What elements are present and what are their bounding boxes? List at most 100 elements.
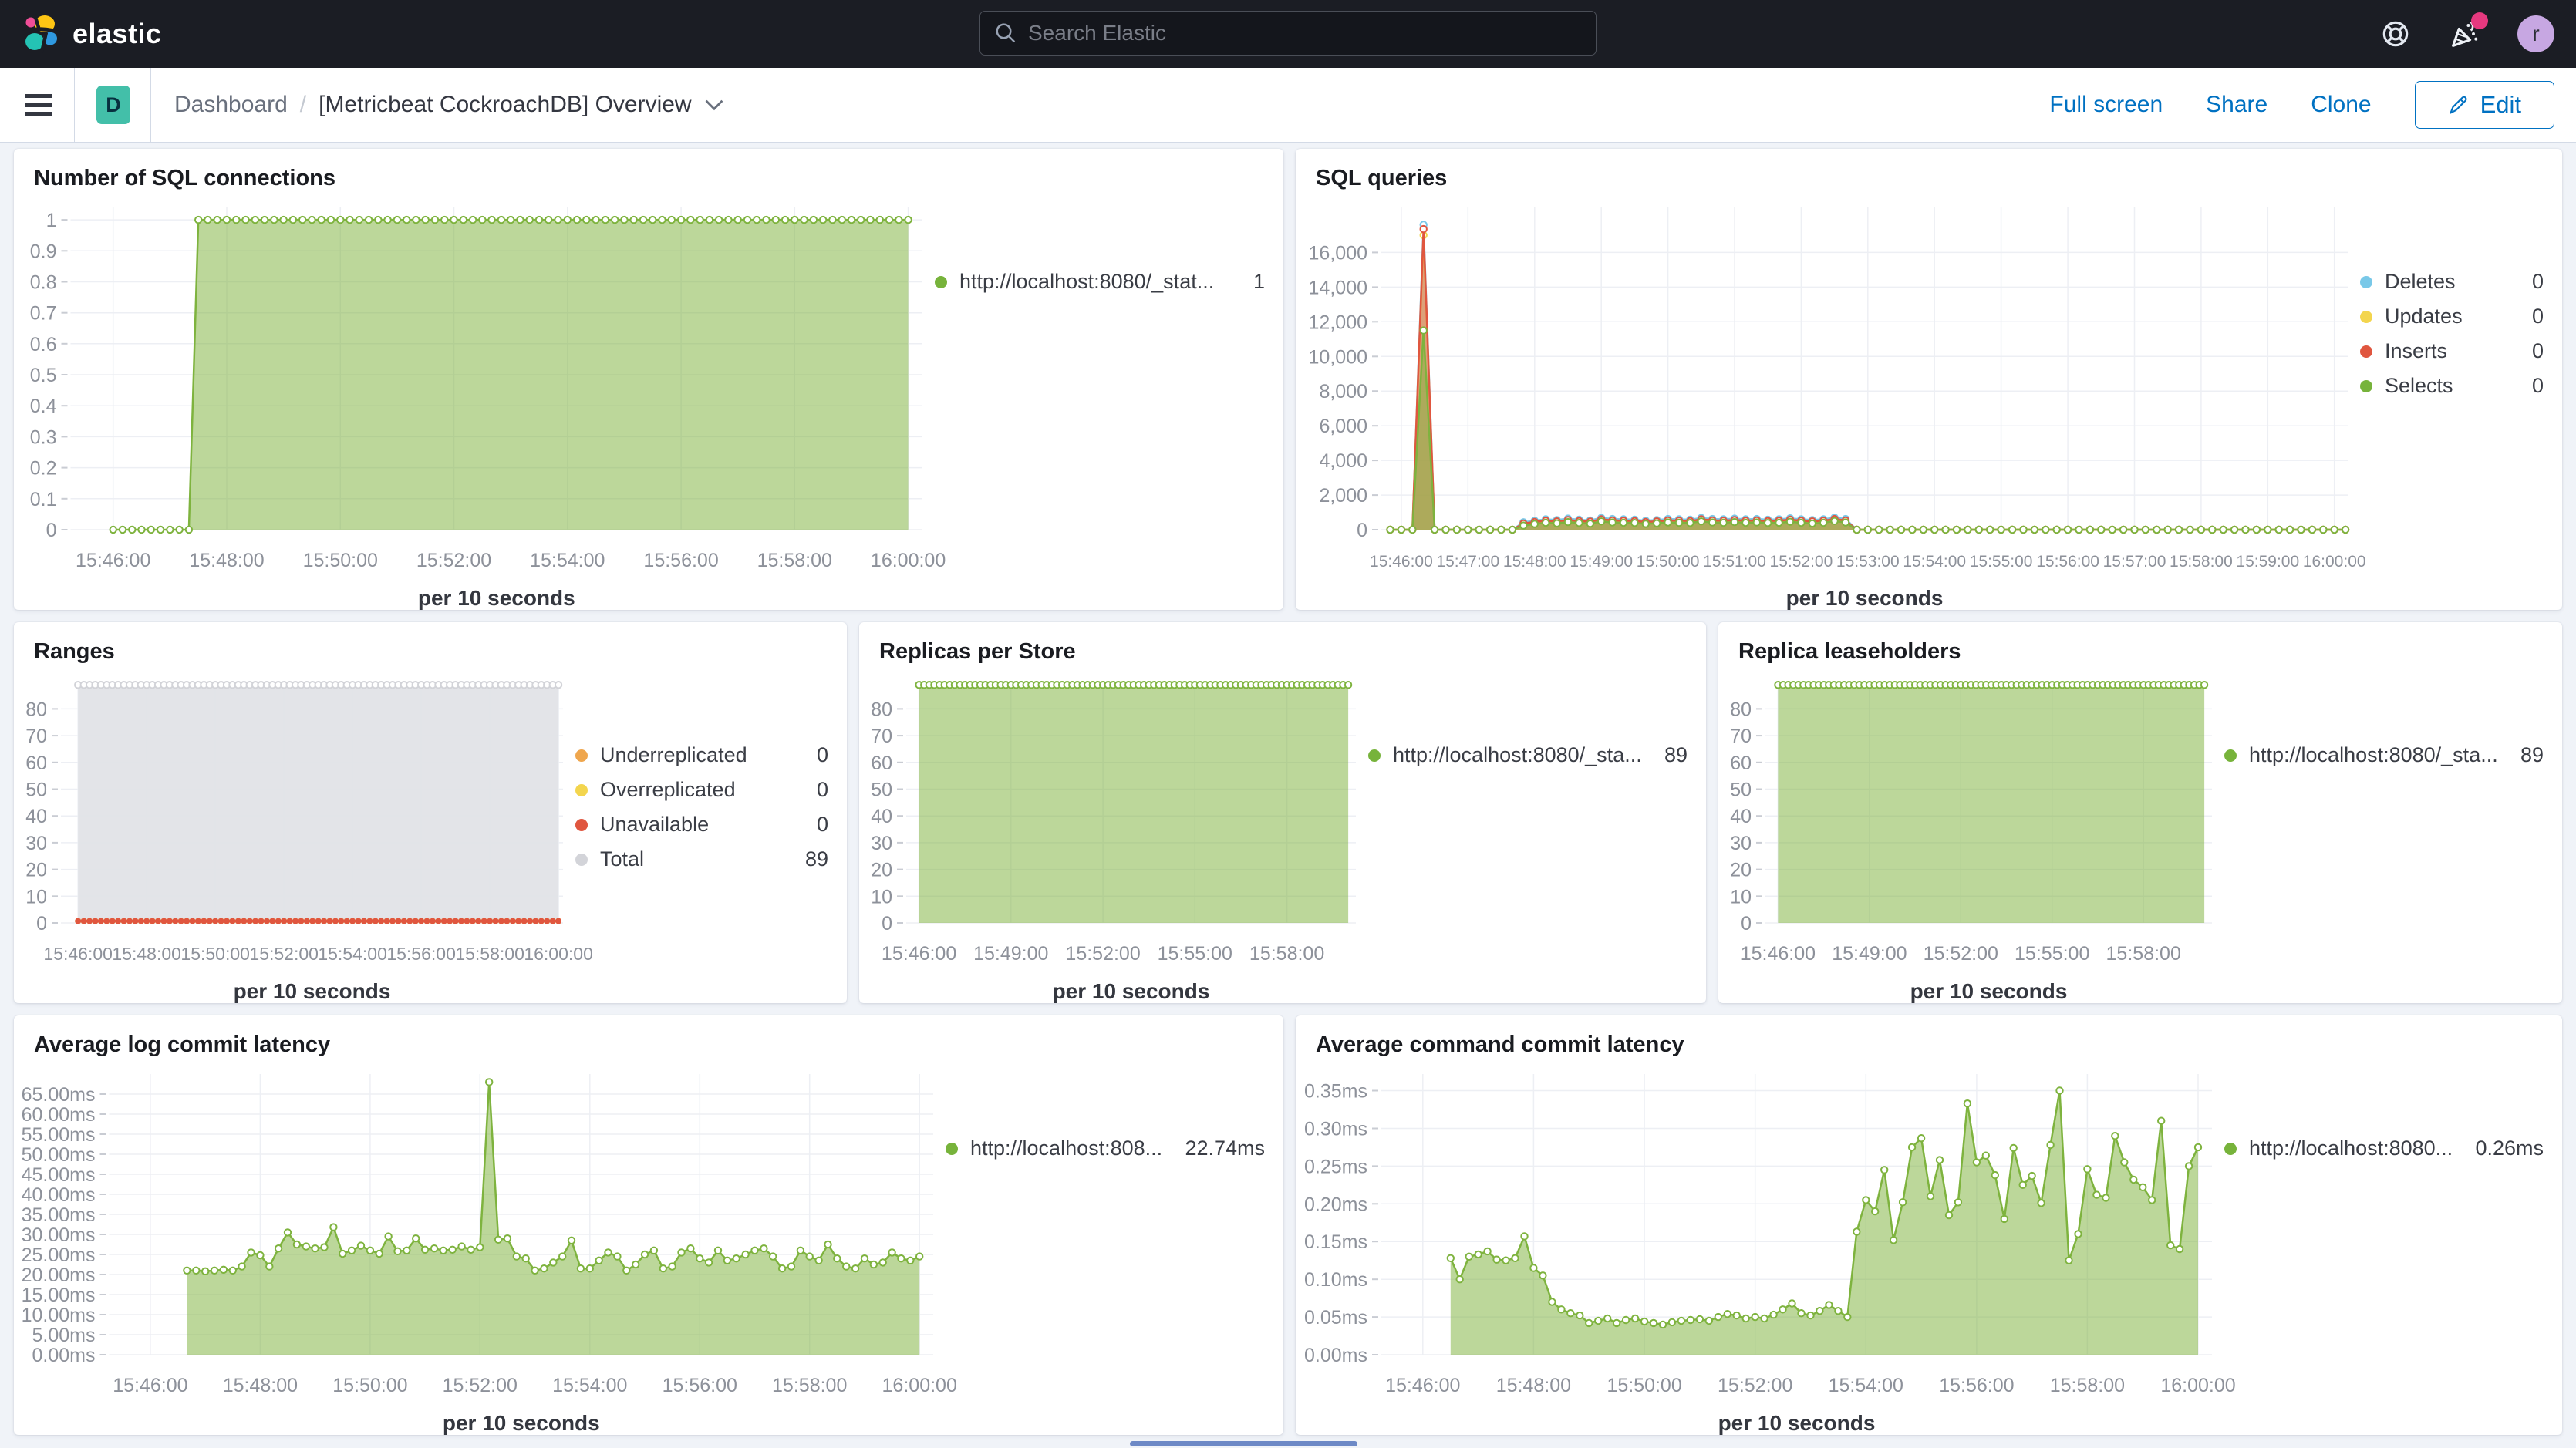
svg-text:16:00:00: 16:00:00 <box>2303 553 2366 571</box>
replica-leaseholders-chart[interactable]: 0 10 20 30 40 50 60 70 80 15:46:00 15:49:00 15:52:0… <box>1725 667 2224 1003</box>
svg-text:15:54:00: 15:54:00 <box>530 550 605 571</box>
svg-text:15:54:00: 15:54:00 <box>1903 553 1966 571</box>
legend-item[interactable]: Selects 0 <box>2360 369 2544 403</box>
svg-text:15:56:00: 15:56:00 <box>1939 1375 2014 1396</box>
avatar[interactable]: r <box>2517 15 2554 52</box>
svg-text:per 10 seconds: per 10 seconds <box>1718 1411 1876 1435</box>
top-header-bar: elastic <box>0 0 2576 68</box>
svg-text:0.00ms: 0.00ms <box>32 1345 96 1366</box>
svg-text:0.35ms: 0.35ms <box>1304 1081 1367 1103</box>
svg-text:15:54:00: 15:54:00 <box>552 1375 627 1396</box>
svg-text:15:58:00: 15:58:00 <box>1249 943 1324 965</box>
legend-series-dot <box>2360 310 2372 323</box>
svg-text:40: 40 <box>25 806 47 827</box>
svg-text:per 10 seconds: per 10 seconds <box>1786 586 1944 610</box>
chevron-down-icon[interactable] <box>704 97 724 113</box>
svg-text:per 10 seconds: per 10 seconds <box>418 586 575 610</box>
svg-text:15:55:00: 15:55:00 <box>1158 943 1232 965</box>
svg-text:15:58:00: 15:58:00 <box>757 550 832 571</box>
sql-connections-chart[interactable]: 0 0.1 0.2 0.3 0.4 0.5 0.6 0.7 0.8 0.9 1 15:46:00 15:… <box>20 194 946 610</box>
elastic-logo[interactable]: elastic <box>0 14 162 54</box>
log-commit-latency-chart[interactable]: 0.00ms 5.00ms 10.00ms 15.00ms 20.00ms 25.00ms… <box>20 1060 957 1435</box>
breadcrumb-dashboard-link[interactable]: Dashboard <box>174 92 288 117</box>
legend-item[interactable]: Deletes 0 <box>2360 264 2544 299</box>
svg-text:15:56:00: 15:56:00 <box>2036 553 2099 571</box>
svg-text:15:52:00: 15:52:00 <box>249 944 319 964</box>
horizontal-scrollbar-thumb[interactable] <box>1130 1441 1357 1446</box>
menu-icon[interactable] <box>25 94 52 116</box>
sql-queries-chart[interactable]: 0 2,000 4,000 6,000 8,000 10,000 12,000 14,000 1… <box>1302 194 2366 610</box>
legend-series-label: http://localhost:808... <box>970 1137 1163 1160</box>
legend-item[interactable]: http://localhost:8080... 0.26ms <box>2224 1131 2544 1166</box>
replicas-per-store-chart[interactable]: 0 10 20 30 40 50 60 70 80 15:46:00 15:49:00 15:52:0… <box>865 667 1368 1003</box>
chart-legend: http://localhost:8080/_sta... 89 <box>2224 667 2559 1000</box>
svg-text:15:53:00: 15:53:00 <box>1836 553 1900 571</box>
share-button[interactable]: Share <box>2206 92 2268 117</box>
ranges-chart[interactable]: 0 10 20 30 40 50 60 70 80 15:46:00 15:48:00 15:50:0… <box>20 667 593 1003</box>
svg-text:0.6: 0.6 <box>30 334 57 355</box>
svg-text:16:00:00: 16:00:00 <box>882 1375 957 1396</box>
svg-text:16:00:00: 16:00:00 <box>871 550 946 571</box>
legend-item[interactable]: Unavailable 0 <box>575 807 828 842</box>
legend-series-value: 22.74ms <box>1185 1137 1265 1160</box>
full-screen-button[interactable]: Full screen <box>2049 92 2163 117</box>
elastic-wordmark: elastic <box>72 18 162 49</box>
help-icon[interactable] <box>2379 17 2412 51</box>
legend-item[interactable]: Underreplicated 0 <box>575 738 828 773</box>
legend-series-value: 0 <box>816 743 828 766</box>
svg-text:70: 70 <box>1730 726 1752 747</box>
svg-text:50: 50 <box>1730 780 1752 801</box>
dashboard-app-badge[interactable]: D <box>96 86 130 124</box>
svg-text:40.00ms: 40.00ms <box>22 1184 96 1206</box>
legend-series-value: 0 <box>816 778 828 801</box>
edit-button[interactable]: Edit <box>2414 81 2554 129</box>
divider <box>74 68 75 142</box>
svg-text:15:46:00: 15:46:00 <box>76 550 150 571</box>
svg-text:60: 60 <box>871 753 892 774</box>
svg-text:15:56:00: 15:56:00 <box>643 550 718 571</box>
global-search[interactable] <box>979 11 1597 56</box>
panel-title: SQL queries <box>1316 166 1448 190</box>
svg-text:20.00ms: 20.00ms <box>22 1264 96 1286</box>
command-commit-latency-chart[interactable]: 0.00ms 0.05ms 0.10ms 0.15ms 0.20ms 0.25ms 0.30… <box>1302 1060 2236 1435</box>
legend-item[interactable]: http://localhost:8080/_sta... 89 <box>2224 738 2544 773</box>
legend-series-label: http://localhost:8080... <box>2249 1137 2453 1160</box>
svg-text:15:52:00: 15:52:00 <box>416 550 491 571</box>
legend-item[interactable]: Overreplicated 0 <box>575 773 828 807</box>
dashboard-grid: Number of SQL connections 0 0.1 0.2 0.3 0.4 0… <box>0 143 2576 1448</box>
panel-sql-queries: SQL queries 0 2,000 4,000 6,000 8,000 10,000 1… <box>1296 149 2562 610</box>
legend-item[interactable]: Inserts 0 <box>2360 334 2544 369</box>
clone-button[interactable]: Clone <box>2311 92 2372 117</box>
panel-title: Ranges <box>34 639 115 664</box>
svg-text:15:58:00: 15:58:00 <box>772 1375 847 1396</box>
svg-text:0.25ms: 0.25ms <box>1304 1156 1367 1177</box>
chart-legend: http://localhost:8080/_sta... 89 <box>1368 667 1703 1000</box>
svg-text:per 10 seconds: per 10 seconds <box>1910 979 2068 1003</box>
svg-text:50.00ms: 50.00ms <box>22 1144 96 1166</box>
svg-text:15:46:00: 15:46:00 <box>113 1375 187 1396</box>
legend-item[interactable]: Updates 0 <box>2360 299 2544 334</box>
svg-text:0.8: 0.8 <box>30 272 57 294</box>
svg-text:15:55:00: 15:55:00 <box>1970 553 2033 571</box>
legend-series-label: Unavailable <box>600 813 710 836</box>
svg-text:15:58:00: 15:58:00 <box>2170 553 2233 571</box>
legend-series-label: Updates <box>2385 305 2463 328</box>
search-input[interactable] <box>1028 21 1582 45</box>
svg-text:0: 0 <box>1741 913 1752 934</box>
legend-item[interactable]: http://localhost:808... 22.74ms <box>946 1131 1265 1166</box>
legend-item[interactable]: http://localhost:8080/_sta... 89 <box>1368 738 1688 773</box>
legend-series-value: 0 <box>2531 270 2544 293</box>
svg-text:0.1: 0.1 <box>30 489 57 510</box>
svg-text:60: 60 <box>1730 753 1752 774</box>
svg-text:0.4: 0.4 <box>30 396 57 417</box>
svg-text:65.00ms: 65.00ms <box>22 1084 96 1106</box>
legend-item[interactable]: http://localhost:8080/_stat... 1 <box>935 264 1265 299</box>
legend-series-label: Underreplicated <box>600 743 747 766</box>
panel-sql-connections: Number of SQL connections 0 0.1 0.2 0.3 0.4 0… <box>14 149 1283 610</box>
legend-item[interactable]: Total 89 <box>575 842 828 877</box>
svg-text:15:52:00: 15:52:00 <box>1770 553 1833 571</box>
panel-title: Average command commit latency <box>1316 1032 1684 1057</box>
chart-legend: http://localhost:8080... 0.26ms <box>2224 1060 2559 1432</box>
news-feed-icon[interactable] <box>2448 12 2488 51</box>
